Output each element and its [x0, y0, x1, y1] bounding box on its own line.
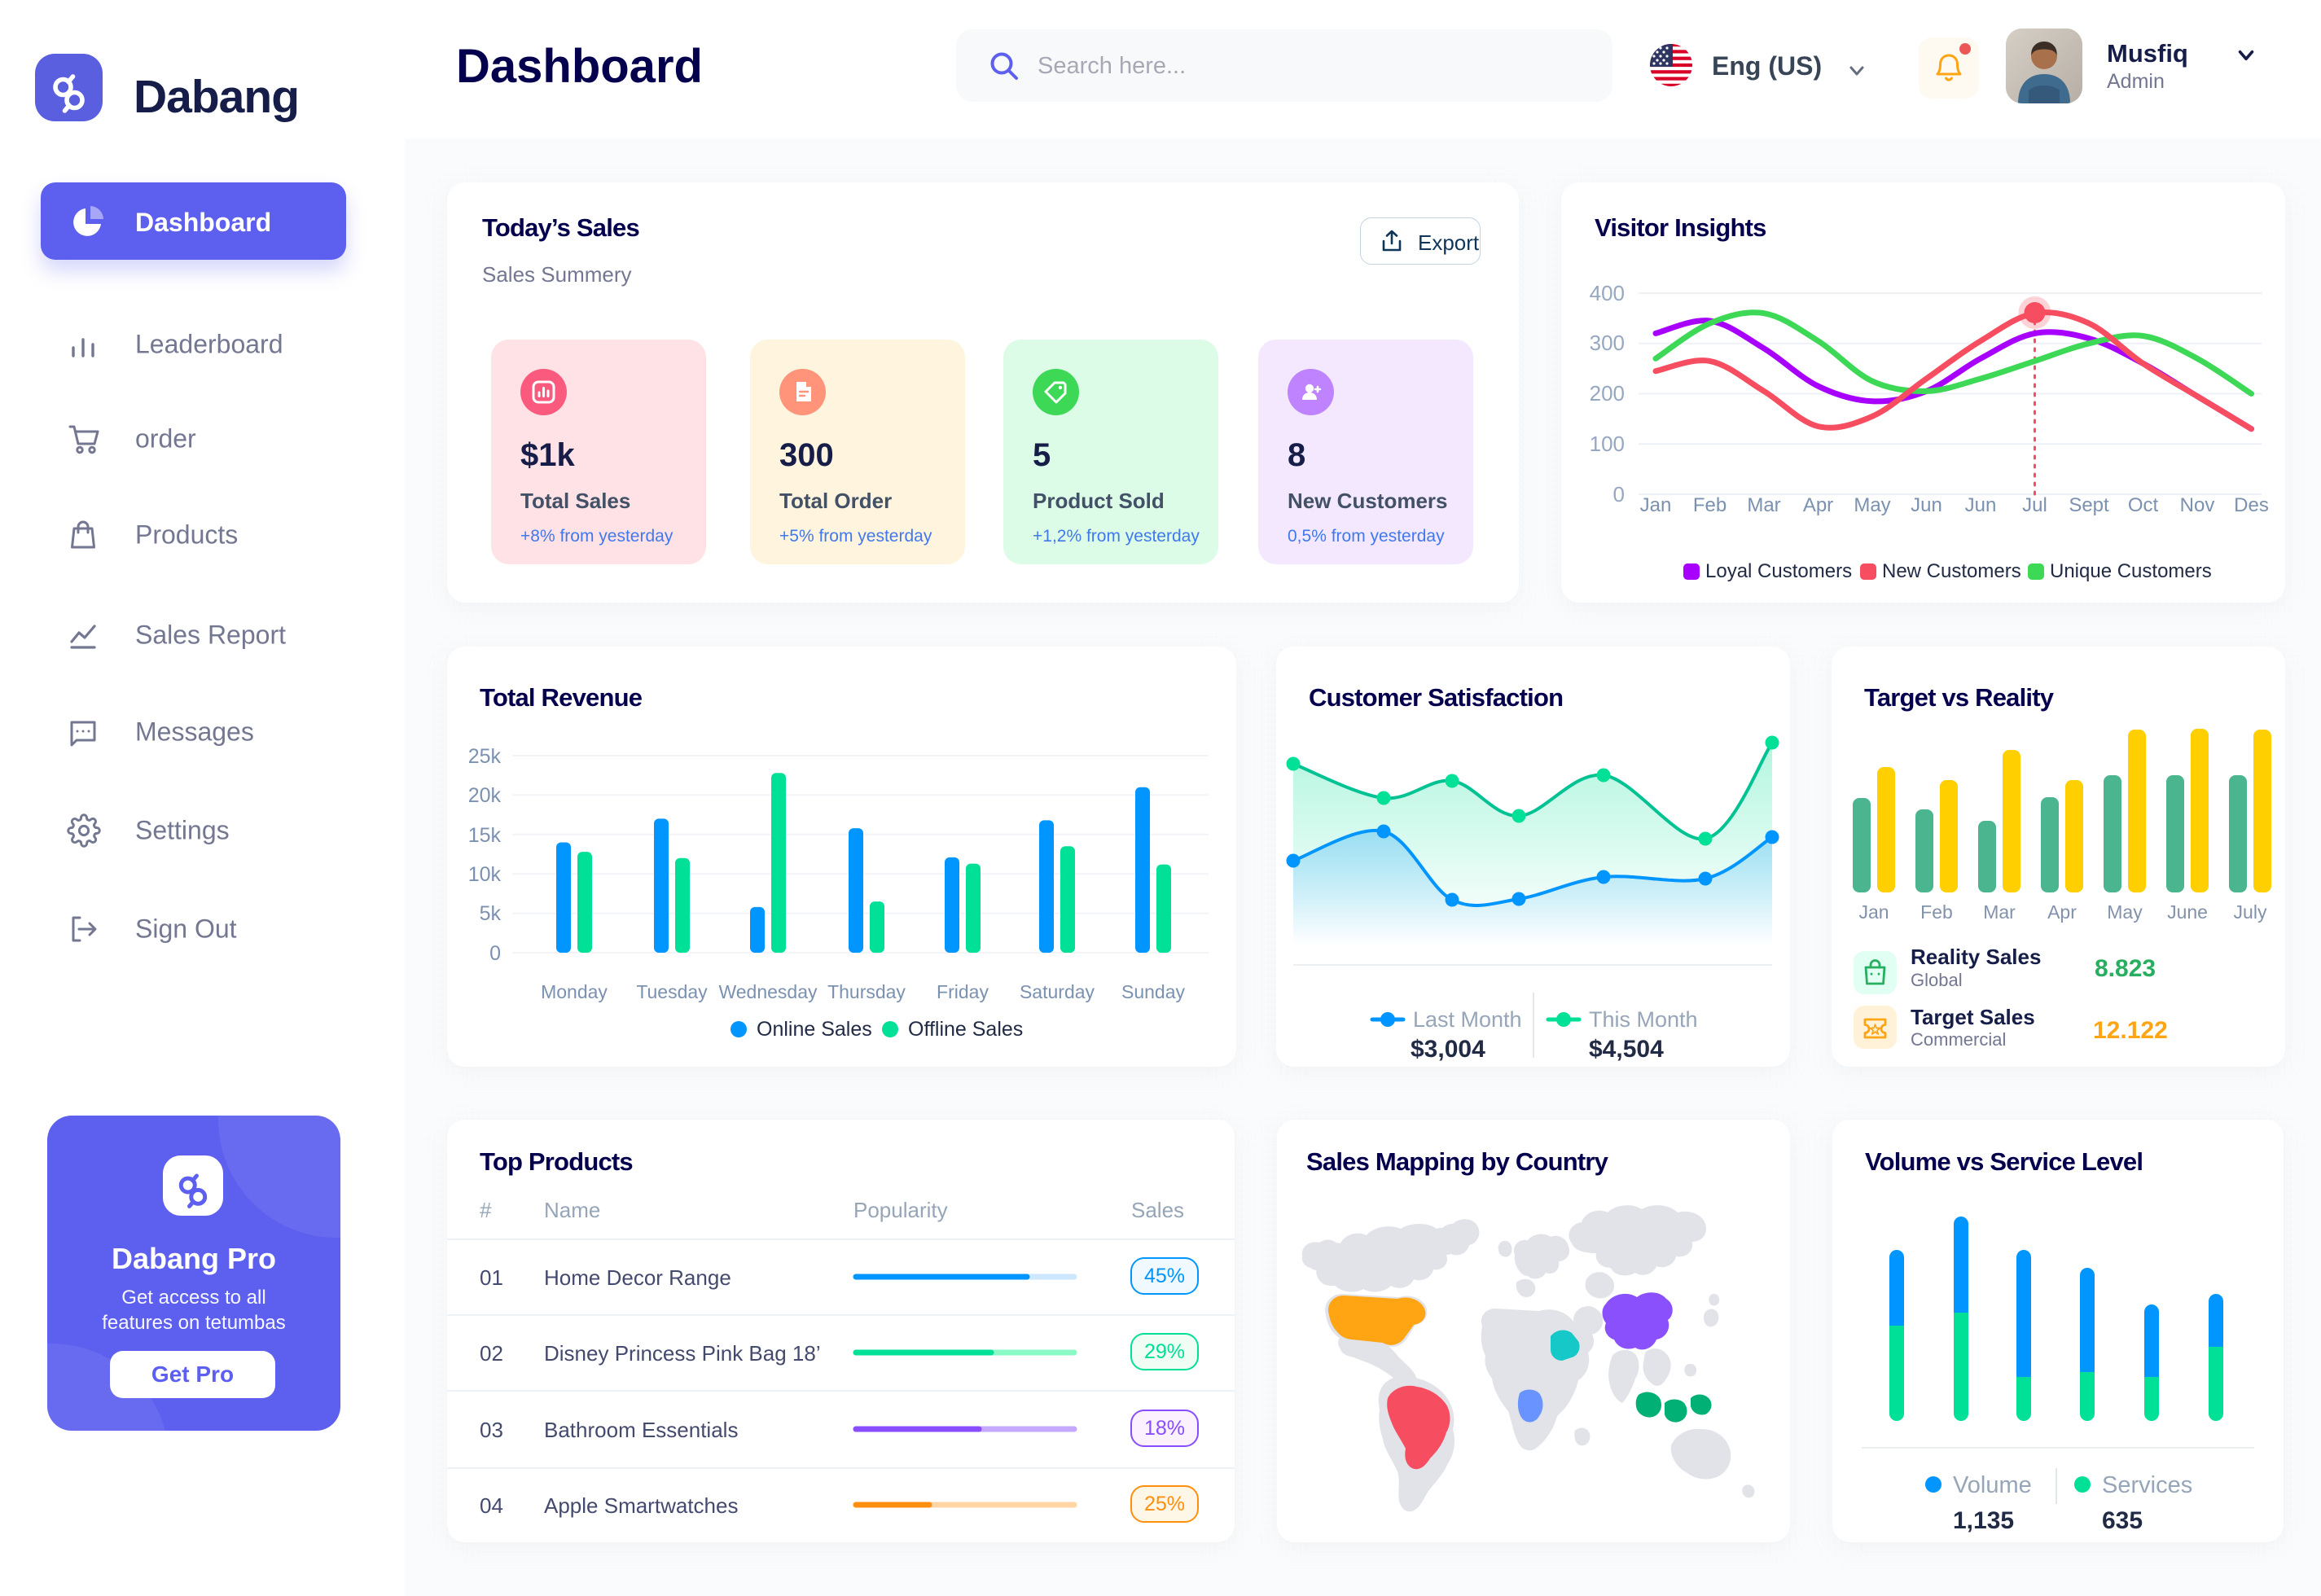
- svg-text:200: 200: [1590, 381, 1625, 406]
- svg-text:Online Sales: Online Sales: [757, 1018, 872, 1041]
- svg-text:100: 100: [1590, 432, 1625, 456]
- svg-text:Saturday: Saturday: [1020, 981, 1095, 1002]
- svg-text:Jun: Jun: [1911, 494, 1942, 516]
- svg-text:03: 03: [480, 1418, 503, 1442]
- svg-text:Jul: Jul: [2022, 494, 2047, 516]
- svg-text:Mar: Mar: [1983, 901, 2016, 923]
- svg-text:400: 400: [1590, 281, 1625, 305]
- svg-text:10k: 10k: [468, 863, 502, 886]
- svg-text:Offline Sales: Offline Sales: [908, 1018, 1023, 1041]
- svg-text:Commercial: Commercial: [1911, 1029, 2006, 1050]
- svg-text:Unique Customers: Unique Customers: [2050, 560, 2212, 582]
- svg-text:20k: 20k: [468, 784, 502, 807]
- svg-text:Last Month: Last Month: [1413, 1007, 1522, 1032]
- svg-text:1,135: 1,135: [1953, 1507, 2014, 1534]
- svg-text:0: 0: [1613, 482, 1625, 506]
- svg-text:Name: Name: [544, 1198, 600, 1222]
- svg-text:01: 01: [480, 1265, 503, 1290]
- svg-text:Apr: Apr: [1803, 494, 1833, 516]
- svg-text:04: 04: [480, 1493, 503, 1518]
- svg-text:Volume: Volume: [1953, 1472, 2032, 1498]
- svg-text:Friday: Friday: [937, 981, 989, 1002]
- svg-text:This Month: This Month: [1589, 1007, 1698, 1032]
- svg-text:Bathroom Essentials: Bathroom Essentials: [544, 1418, 738, 1442]
- svg-text:Tuesday: Tuesday: [636, 981, 708, 1002]
- svg-text:Popularity: Popularity: [853, 1198, 948, 1222]
- svg-text:Sunday: Sunday: [1121, 981, 1186, 1002]
- svg-text:45%: 45%: [1144, 1265, 1185, 1287]
- svg-text:Global: Global: [1911, 970, 1963, 990]
- svg-text:July: July: [2234, 901, 2267, 923]
- svg-text:June: June: [2167, 901, 2208, 923]
- svg-text:5k: 5k: [480, 902, 502, 925]
- svg-text:Des: Des: [2234, 494, 2269, 516]
- svg-text:300: 300: [1590, 331, 1625, 355]
- svg-text:635: 635: [2102, 1507, 2143, 1534]
- svg-text:Wednesday: Wednesday: [718, 981, 818, 1002]
- svg-text:0: 0: [489, 942, 501, 965]
- svg-text:May: May: [1854, 494, 1890, 516]
- svg-text:02: 02: [480, 1341, 503, 1366]
- svg-text:Feb: Feb: [1920, 901, 1953, 923]
- svg-text:18%: 18%: [1144, 1417, 1185, 1440]
- svg-text:Home Decor Range: Home Decor Range: [544, 1265, 731, 1290]
- svg-text:25k: 25k: [468, 745, 502, 768]
- svg-text:Mar: Mar: [1747, 494, 1780, 516]
- svg-text:Jan: Jan: [1640, 494, 1672, 516]
- svg-text:Feb: Feb: [1693, 494, 1726, 516]
- svg-text:Monday: Monday: [541, 981, 608, 1002]
- svg-text:Jan: Jan: [1858, 901, 1889, 923]
- svg-text:Disney Princess Pink Bag 18’: Disney Princess Pink Bag 18’: [544, 1341, 821, 1366]
- svg-text:15k: 15k: [468, 824, 502, 847]
- svg-text:8.823: 8.823: [2095, 955, 2156, 982]
- svg-text:May: May: [2107, 901, 2143, 923]
- svg-text:25%: 25%: [1144, 1493, 1185, 1515]
- svg-text:Jun: Jun: [1965, 494, 1997, 516]
- svg-text:Oct: Oct: [2128, 494, 2159, 516]
- svg-text:Reality Sales: Reality Sales: [1911, 945, 2041, 969]
- svg-text:Services: Services: [2102, 1472, 2192, 1498]
- svg-text:#: #: [480, 1198, 492, 1222]
- svg-text:Loyal Customers: Loyal Customers: [1705, 560, 1852, 582]
- svg-text:Apple Smartwatches: Apple Smartwatches: [544, 1493, 738, 1518]
- svg-text:Nov: Nov: [2180, 494, 2215, 516]
- svg-text:$4,504: $4,504: [1589, 1036, 1664, 1063]
- svg-text:Apr: Apr: [2047, 901, 2077, 923]
- svg-text:29%: 29%: [1144, 1340, 1185, 1363]
- svg-text:Thursday: Thursday: [827, 981, 906, 1002]
- svg-text:Sales: Sales: [1131, 1198, 1184, 1222]
- svg-text:New Customers: New Customers: [1882, 560, 2021, 582]
- svg-text:12.122: 12.122: [2093, 1017, 2168, 1044]
- svg-text:$3,004: $3,004: [1411, 1036, 1485, 1063]
- svg-text:Sept: Sept: [2069, 494, 2109, 516]
- svg-text:Target Sales: Target Sales: [1911, 1005, 2035, 1029]
